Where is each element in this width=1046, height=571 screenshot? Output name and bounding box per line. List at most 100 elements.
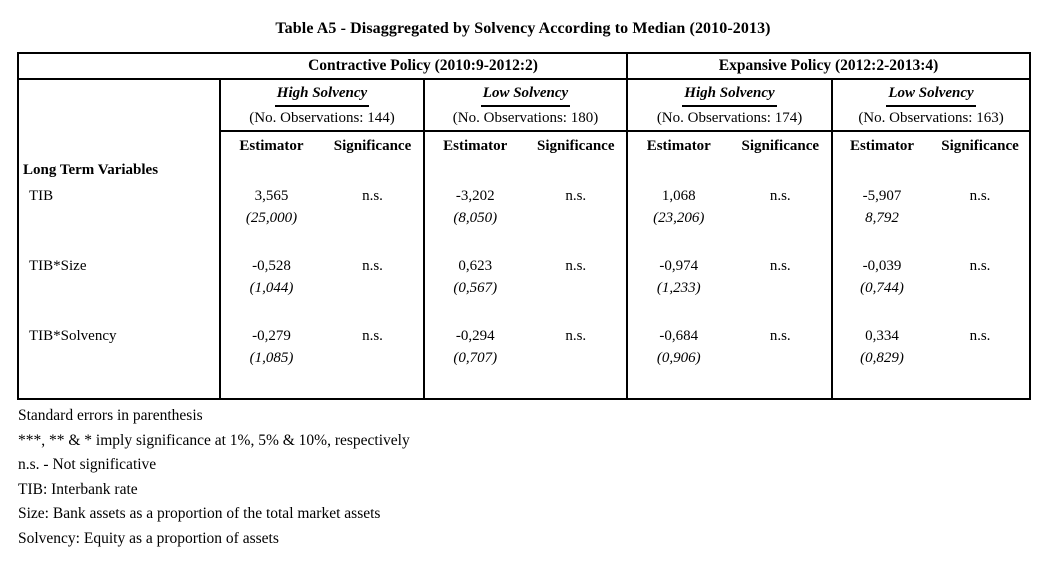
significance-value: n.s. [362,258,383,274]
label-column-cell [18,131,221,157]
table-title: Table A5 - Disaggregated by Solvency Acc… [275,20,771,37]
footnote: Solvency: Equity as a proportion of asse… [18,529,279,547]
data-cell: -0,528 n.s. (1,044) [220,253,425,323]
estimator-value: -3,202 [455,188,495,204]
estimator-value: -5,907 [862,188,902,204]
policy-header-contractive: Contractive Policy (2010:9-2012:2) [220,53,629,80]
std-error-value: (1,233) [656,280,701,296]
col-header-estimator: Estimator [443,138,508,154]
data-cell: -5,907 n.s. 8,792 [832,183,1030,253]
significance-value: n.s. [769,188,791,204]
col-header-cell: Estimator Significance [832,131,1030,157]
data-cell: -0,039 n.s. (0,744) [832,253,1030,323]
significance-value: n.s. [565,328,587,344]
estimator-value: -0,039 [862,258,902,274]
estimator-value: 0,334 [865,328,899,344]
data-cell: 0,334 n.s. (0,829) [832,323,1030,399]
significance-value: n.s. [769,258,791,274]
subgroup-title: High Solvency [221,80,422,107]
significance-value: n.s. [969,258,991,274]
significance-value: n.s. [769,328,791,344]
table-row-tib-size: TIB*Size -0,528 n.s. (1,044) 0,623 n.s. (0… [18,253,1030,323]
std-error-value: (1,044) [249,280,294,296]
data-cell: -0,684 n.s. (0,906) [627,323,834,399]
row-label-cell: TIB*Solvency [18,323,221,399]
std-error-value: 8,792 [865,210,899,226]
empty-cell [220,157,425,183]
col-header-cell: Estimator Significance [424,131,629,157]
results-table: Contractive Policy (2010:9-2012:2) Expan… [17,52,1032,400]
col-header-estimator: Estimator [646,138,711,154]
subgroup-title: High Solvency [628,80,830,107]
row-label: TIB [29,188,54,204]
col-header-estimator: Estimator [849,138,915,154]
col-header-significance: Significance [333,138,412,154]
subgroup-header-expansive-high: High Solvency (No. Observations: 174) [627,79,834,132]
footnote: Standard errors in parenthesis [18,407,203,424]
footnote: Size: Bank assets as a proportion of the… [18,505,381,522]
corner-cell [18,53,220,80]
empty-cell [832,157,1030,183]
significance-value: n.s. [565,258,587,274]
std-error-value: (0,744) [860,280,904,296]
obs-count: (No. Observations: 163) [858,110,1004,126]
estimator-value: -0,974 [659,258,699,274]
empty-cell [627,157,834,183]
data-cell: 0,623 n.s. (0,567) [424,253,629,323]
data-cell: 1,068 n.s. (23,206) [627,183,834,253]
row-label: TIB*Size [29,258,87,274]
col-header-cell: Estimator Significance [627,131,834,157]
data-cell: -0,279 n.s. (1,085) [220,323,425,399]
data-cell: -0,974 n.s. (1,233) [627,253,834,323]
section-label: Long Term Variables [23,162,159,178]
footnote: n.s. - Not significative [18,456,157,473]
std-error-value: (0,707) [453,350,498,366]
std-error-value: (0,829) [860,350,904,366]
col-header-estimator: Estimator [239,138,304,154]
section-label-cell: Long Term Variables [18,157,221,183]
subgroup-header-row: High Solvency (No. Observations: 144) Lo… [18,79,1031,132]
policy-header-expansive: Expansive Policy (2012:2-2013:4) [627,53,1031,80]
col-header-significance: Significance [941,138,1019,154]
label-column-cell [18,79,221,131]
row-label-cell: TIB [18,183,221,253]
significance-value: n.s. [362,328,383,344]
obs-count: (No. Observations: 180) [452,110,599,126]
subgroup-header-contractive-high: High Solvency (No. Observations: 144) [220,79,425,132]
std-error-value: (23,206) [653,210,705,226]
estimator-value: -0,294 [455,328,495,344]
table-row-tib-solvency: TIB*Solvency -0,279 n.s. (1,085) -0,294 n.… [18,323,1030,399]
subgroup-header-contractive-low: Low Solvency (No. Observations: 180) [424,79,629,132]
row-label: TIB*Solvency [29,328,117,344]
data-cell: 3,565 n.s. (25,000) [220,183,425,253]
footnotes: Standard errors in parenthesis ***, ** &… [18,404,1046,551]
estimator-value: -0,528 [252,258,291,274]
significance-value: n.s. [565,188,587,204]
significance-value: n.s. [969,328,991,344]
std-error-value: (0,567) [453,280,498,296]
subgroup-title: Low Solvency [425,80,625,107]
col-header-significance: Significance [741,138,820,154]
col-header-significance: Significance [537,138,615,154]
col-header-cell: Estimator Significance [220,131,425,157]
estimator-value: -0,279 [252,328,291,344]
subgroup-title: Low Solvency [833,80,1029,107]
column-header-row: Estimator Significance Estimator Signifi… [18,131,1030,157]
table-row-tib: TIB 3,565 n.s. (25,000) -3,202 n.s. (8,050… [18,183,1030,253]
section-row: Long Term Variables [18,157,1030,183]
subgroup-header-expansive-low: Low Solvency (No. Observations: 163) [832,79,1031,132]
empty-cell [424,157,629,183]
obs-count: (No. Observations: 174) [656,110,803,126]
std-error-value: (0,906) [656,350,701,366]
std-error-value: (1,085) [249,350,294,366]
estimator-value: 1,068 [661,188,696,204]
data-cell: -3,202 n.s. (8,050) [424,183,629,253]
significance-value: n.s. [969,188,991,204]
policy-header-row: Contractive Policy (2010:9-2012:2) Expan… [18,53,1031,80]
footnote: TIB: Interbank rate [18,480,138,498]
data-cell: -0,294 n.s. (0,707) [424,323,629,399]
estimator-value: 3,565 [254,188,289,204]
footnote: ***, ** & * imply significance at 1%, 5%… [18,431,410,449]
obs-count: (No. Observations: 144) [249,110,395,126]
